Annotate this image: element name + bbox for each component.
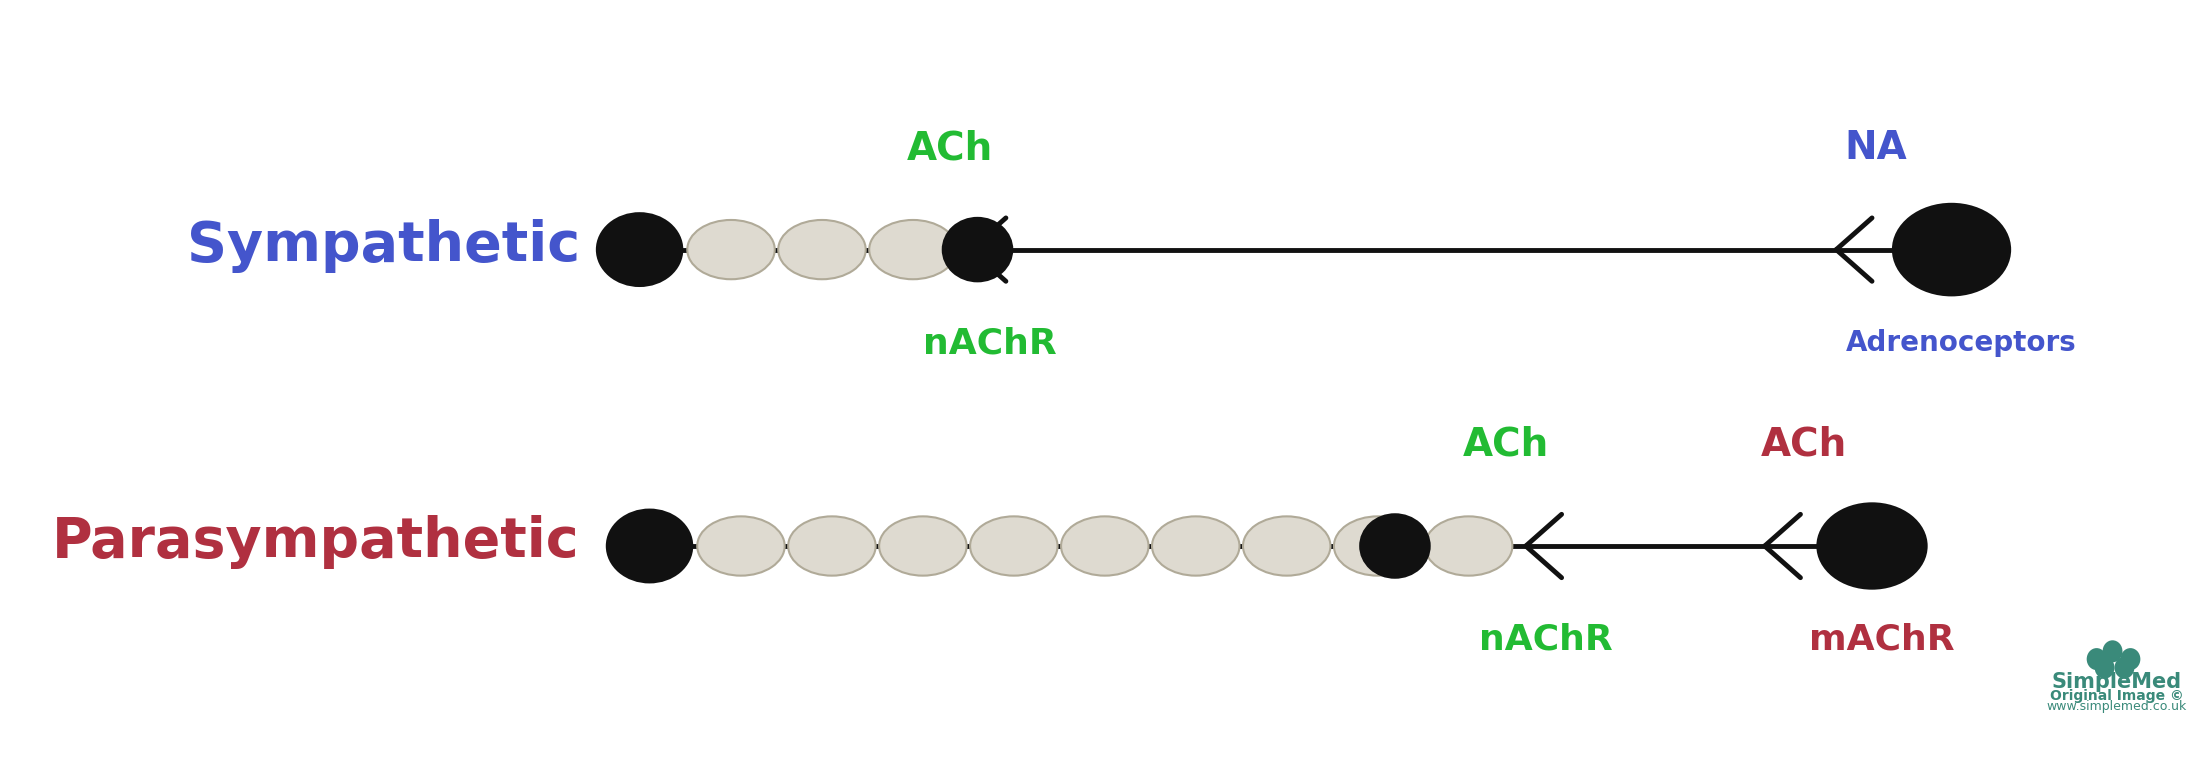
Text: ACh: ACh — [906, 129, 994, 167]
Text: mAChR: mAChR — [1808, 622, 1956, 657]
Text: Parasympathetic: Parasympathetic — [53, 515, 581, 569]
Ellipse shape — [970, 516, 1058, 576]
Text: www.simplemed.co.uk: www.simplemed.co.uk — [2046, 700, 2187, 713]
Ellipse shape — [1817, 502, 1927, 590]
Ellipse shape — [697, 516, 785, 576]
Ellipse shape — [2114, 657, 2134, 679]
Ellipse shape — [779, 220, 867, 279]
Ellipse shape — [2121, 648, 2141, 670]
Text: nAChR: nAChR — [924, 326, 1056, 360]
Ellipse shape — [880, 516, 966, 576]
Ellipse shape — [2094, 657, 2114, 679]
Ellipse shape — [2103, 640, 2123, 662]
Ellipse shape — [1892, 203, 2011, 296]
Ellipse shape — [942, 217, 1014, 282]
Ellipse shape — [1360, 513, 1430, 579]
Ellipse shape — [1153, 516, 1239, 576]
Text: Original Image ©: Original Image © — [2050, 689, 2182, 703]
Text: NA: NA — [1844, 129, 1907, 167]
Text: Adrenoceptors: Adrenoceptors — [1846, 329, 2077, 357]
Ellipse shape — [686, 220, 774, 279]
Ellipse shape — [605, 509, 693, 583]
Text: SimpleMed: SimpleMed — [2050, 672, 2182, 693]
Ellipse shape — [1060, 516, 1148, 576]
Text: nAChR: nAChR — [1478, 622, 1613, 657]
Text: ACh: ACh — [1463, 426, 1549, 463]
Text: Sympathetic: Sympathetic — [187, 218, 581, 273]
Ellipse shape — [596, 212, 684, 287]
Ellipse shape — [2086, 648, 2108, 670]
Ellipse shape — [869, 220, 957, 279]
Text: ACh: ACh — [1762, 426, 1848, 463]
Ellipse shape — [1243, 516, 1331, 576]
Ellipse shape — [1426, 516, 1511, 576]
Ellipse shape — [788, 516, 876, 576]
Ellipse shape — [1333, 516, 1421, 576]
